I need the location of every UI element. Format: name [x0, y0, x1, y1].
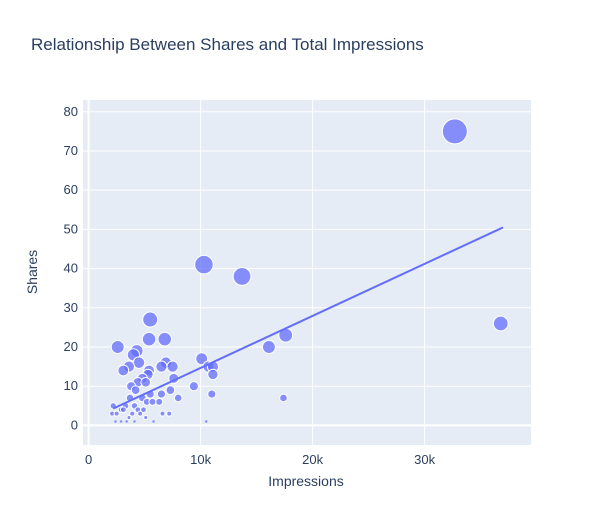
data-point: [140, 376, 152, 388]
data-point: [441, 118, 468, 145]
data-point: [188, 381, 199, 392]
data-point: [126, 415, 132, 421]
data-point: [279, 393, 288, 403]
data-point: [142, 311, 159, 328]
x-tick-label: 10k: [190, 452, 211, 467]
data-point: [207, 368, 219, 381]
data-point: [113, 410, 120, 417]
trendline: [112, 226, 504, 410]
y-tick-label: 50: [64, 221, 78, 236]
x-axis-ticks: 0 10k 20k 30k: [85, 452, 436, 467]
x-axis-title: Impressions: [268, 473, 343, 489]
data-point: [194, 254, 214, 275]
y-tick-label: 0: [71, 417, 78, 432]
data-point: [119, 406, 127, 414]
data-point: [110, 340, 125, 354]
data-point: [159, 410, 166, 417]
data-points: [109, 118, 509, 424]
data-point: [117, 364, 130, 377]
data-point: [119, 419, 123, 424]
y-tick-label: 20: [64, 339, 78, 354]
y-axis-title: Shares: [24, 250, 40, 294]
chart-title: Relationship Between Shares and Total Im…: [31, 35, 424, 54]
data-point: [166, 360, 179, 373]
y-tick-label: 70: [64, 143, 78, 158]
y-tick-label: 10: [64, 378, 78, 393]
data-point: [195, 352, 209, 366]
data-point: [156, 389, 166, 399]
data-point: [141, 331, 157, 347]
data-point: [113, 419, 118, 424]
data-point: [232, 267, 252, 286]
data-point: [492, 315, 509, 332]
data-point: [155, 397, 164, 406]
data-point: [166, 410, 173, 417]
data-point: [130, 385, 141, 395]
y-tick-label: 30: [64, 300, 78, 315]
x-tick-label: 30k: [414, 452, 435, 467]
data-point: [165, 385, 176, 395]
data-point: [173, 393, 183, 403]
y-tick-label: 60: [64, 182, 78, 197]
y-axis-ticks: 0 10 20 30 40 50 60 70 80: [64, 104, 78, 433]
data-point: [140, 406, 147, 414]
data-point: [155, 360, 168, 373]
data-point: [143, 415, 149, 421]
data-point: [204, 419, 208, 424]
data-point: [132, 419, 137, 424]
data-point: [148, 397, 157, 406]
data-point: [157, 331, 173, 347]
data-point: [207, 389, 217, 399]
y-tick-label: 80: [64, 104, 78, 119]
data-point: [129, 410, 136, 417]
x-tick-label: 0: [85, 452, 92, 467]
y-tick-label: 40: [64, 261, 78, 276]
data-point: [137, 410, 144, 417]
data-point: [261, 340, 276, 354]
data-point: [125, 419, 129, 424]
data-point: [151, 419, 156, 424]
x-tick-label: 20k: [302, 452, 323, 467]
